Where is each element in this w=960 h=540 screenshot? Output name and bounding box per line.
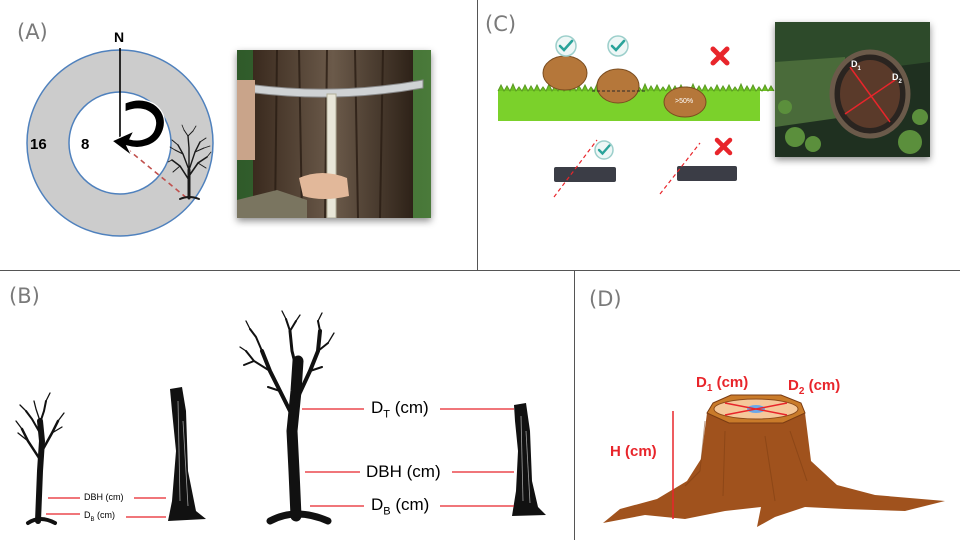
divider-vertical-bottom	[574, 270, 575, 540]
log-bar-missed	[677, 166, 737, 181]
dbh-label: DBH (cm)	[366, 462, 441, 481]
tree-measurement-diagram	[15, 310, 546, 525]
db-label: DB (cm)	[371, 495, 430, 518]
log-partly-buried	[596, 68, 640, 104]
divider-vertical-top	[477, 0, 478, 270]
d1-label: D1 (cm)	[696, 374, 749, 394]
check-icon	[594, 140, 614, 160]
small-dead-tree	[15, 392, 65, 525]
cross-icon	[710, 46, 730, 66]
panel-c: (C)	[478, 0, 960, 270]
panel-a: (A) N 16 8	[0, 0, 477, 270]
plot-ring-diagram	[26, 48, 214, 237]
panel-d-label: (D)	[589, 287, 622, 311]
hollow-log-photo: D1 D2	[775, 22, 930, 157]
hollow-log-illustration	[775, 22, 930, 157]
small-dbh-label: DBH (cm)	[84, 492, 124, 502]
panel-b: (B)	[0, 271, 574, 540]
large-dead-tree	[239, 310, 335, 525]
rotation-arrow-icon	[110, 99, 165, 157]
panel-d: (D) D1 (cm) D2 (cm) H (cm)	[575, 271, 960, 540]
d2-measure-line	[724, 402, 788, 416]
cross-icon	[714, 137, 733, 156]
small-snag	[168, 387, 206, 521]
divider-horizontal	[0, 270, 960, 271]
photo-d2-label: D2	[892, 72, 902, 85]
tape-measure-photo	[237, 50, 431, 218]
photo-d1-label: D1	[851, 59, 861, 72]
stump-diagram	[603, 394, 945, 527]
outer-radius-label: 16	[30, 136, 47, 153]
stump-body	[603, 413, 945, 527]
log-on-surface	[542, 55, 588, 91]
compass-north-label: N	[114, 29, 125, 45]
check-icon	[555, 35, 577, 57]
transect-line-missing	[659, 142, 701, 195]
buried-percent-label: >50%	[675, 98, 694, 105]
bearing-line	[119, 142, 189, 200]
log-inclusion-diagram	[497, 35, 775, 198]
panel-c-label: (C)	[485, 12, 517, 36]
tree-icon	[167, 124, 212, 200]
large-snag	[512, 403, 546, 516]
inner-radius-label: 8	[81, 136, 90, 153]
check-icon	[607, 35, 629, 57]
d2-label: D2 (cm)	[788, 377, 841, 397]
tape-measure-illustration	[237, 50, 431, 218]
transect-line-crossing	[553, 139, 598, 198]
log-bar-crossed	[554, 167, 616, 182]
panel-b-label: (B)	[9, 284, 40, 308]
small-db-label: DB (cm)	[84, 510, 116, 523]
h-label: H (cm)	[610, 443, 657, 460]
panel-a-label: (A)	[17, 20, 48, 44]
log-mostly-buried	[663, 86, 707, 118]
dt-label: DT (cm)	[371, 398, 429, 421]
